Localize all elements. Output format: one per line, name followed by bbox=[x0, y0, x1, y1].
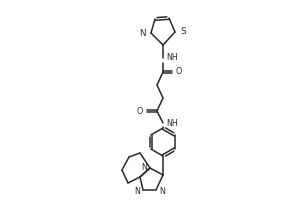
Text: O: O bbox=[176, 68, 182, 76]
Text: O: O bbox=[136, 106, 143, 116]
Text: NH: NH bbox=[166, 118, 178, 128]
Text: NH: NH bbox=[166, 53, 178, 62]
Text: N: N bbox=[140, 28, 146, 38]
Text: S: S bbox=[180, 27, 186, 36]
Text: N: N bbox=[134, 186, 140, 196]
Text: N: N bbox=[159, 186, 165, 196]
Text: N: N bbox=[141, 162, 147, 171]
